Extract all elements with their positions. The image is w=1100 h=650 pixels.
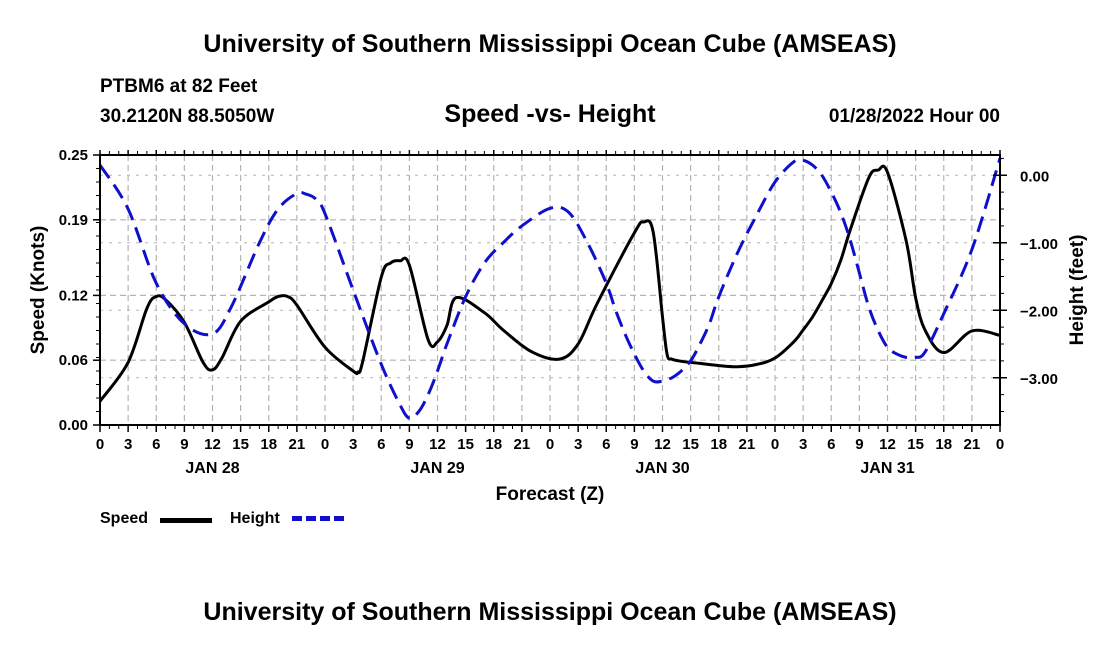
coordinates-label: 30.2120N 88.5050W — [100, 106, 275, 127]
x-tick-label: 6 — [377, 436, 385, 453]
x-tick-label: 0 — [96, 436, 104, 453]
x-tick-label: 0 — [996, 436, 1004, 453]
x-tick-label: 18 — [260, 436, 277, 453]
date-label: JAN 30 — [635, 460, 689, 477]
x-tick-label: 21 — [514, 436, 531, 453]
y-tick-label: 0.00 — [59, 417, 88, 434]
datetime-label: 01/28/2022 Hour 00 — [828, 106, 1000, 127]
y-tick-label: 0.19 — [59, 212, 88, 229]
y2-tick-label: −2.00 — [1020, 303, 1058, 320]
legend-height-swatch — [292, 516, 344, 521]
x-tick-label: 15 — [907, 436, 924, 453]
series-layer — [98, 157, 1002, 420]
x-tick-label: 9 — [855, 436, 863, 453]
x-tick-label: 9 — [630, 436, 638, 453]
x-tick-label: 21 — [739, 436, 756, 453]
date-label: JAN 31 — [860, 460, 914, 477]
x-tick-label: 12 — [204, 436, 221, 453]
date-label: JAN 28 — [185, 460, 239, 477]
x-tick-label: 15 — [682, 436, 699, 453]
y-tick-label: 0.06 — [59, 352, 88, 369]
series-line-speed — [98, 164, 1001, 403]
x-tick-label: 6 — [602, 436, 610, 453]
y-tick-label: 0.12 — [59, 287, 88, 304]
x-tick-label: 12 — [429, 436, 446, 453]
x-tick-label: 12 — [654, 436, 671, 453]
x-tick-label: 9 — [405, 436, 413, 453]
legend-speed-label: Speed — [100, 510, 149, 527]
x-tick-label: 3 — [574, 436, 582, 453]
x-tick-label: 3 — [799, 436, 807, 453]
x-tick-label: 0 — [546, 436, 554, 453]
x-tick-label: 9 — [180, 436, 188, 453]
x-tick-label: 12 — [879, 436, 896, 453]
x-tick-label: 15 — [232, 436, 249, 453]
x-tick-label: 3 — [349, 436, 357, 453]
legend-height-label: Height — [230, 510, 280, 527]
date-label: JAN 29 — [410, 460, 464, 477]
station-label: PTBM6 at 82 Feet — [100, 76, 258, 97]
x-tick-label: 0 — [771, 436, 779, 453]
legend-speed-swatch — [160, 518, 212, 523]
x-axis-title: Forecast (Z) — [496, 484, 605, 505]
y-axis-title: Speed (Knots) — [28, 226, 49, 355]
series-line-height — [98, 157, 1002, 420]
x-tick-label: 0 — [321, 436, 329, 453]
grid — [100, 155, 1000, 425]
x-tick-label: 15 — [457, 436, 474, 453]
x-tick-label: 21 — [289, 436, 306, 453]
x-tick-label: 3 — [124, 436, 132, 453]
x-tick-label: 21 — [964, 436, 981, 453]
y-tick-label: 0.25 — [59, 147, 88, 164]
x-tick-label: 18 — [485, 436, 502, 453]
y2-tick-label: 0.00 — [1020, 168, 1049, 185]
x-tick-label: 6 — [152, 436, 160, 453]
axes: 0 3 6 9 12 15 18 21 0 3 6 9 12 15 18 21 0 3 6 9 12 15 18 21 0 3 6 9… — [28, 147, 1088, 505]
chart-title: University of Southern Mississippi Ocean… — [203, 30, 897, 58]
x-tick-label: 18 — [935, 436, 952, 453]
y2-axis-title: Height (feet) — [1067, 235, 1088, 346]
y2-tick-label: −1.00 — [1020, 236, 1058, 253]
x-tick-label: 6 — [827, 436, 835, 453]
chart-subtitle: Speed -vs- Height — [444, 100, 656, 128]
x-tick-label: 18 — [710, 436, 727, 453]
footer-title: University of Southern Mississippi Ocean… — [203, 598, 897, 626]
y2-tick-label: −3.00 — [1020, 371, 1058, 388]
